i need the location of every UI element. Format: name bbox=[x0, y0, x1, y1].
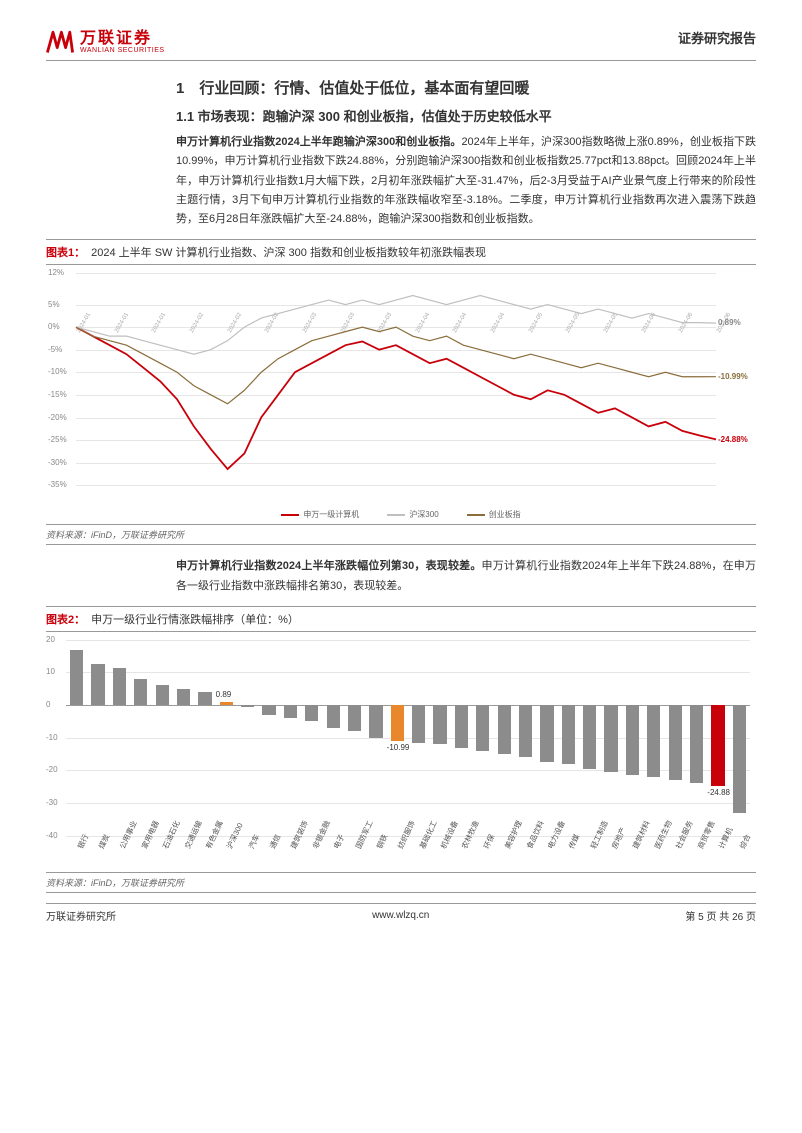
chart2-title: 申万一级行业行情涨跌幅排序（单位：%） bbox=[91, 611, 299, 627]
chart2-bar bbox=[455, 705, 468, 747]
chart2-xtick: 建筑装饰 bbox=[288, 819, 311, 851]
chart2-bar bbox=[433, 705, 446, 744]
chart2-ytick: -20 bbox=[46, 765, 58, 774]
chart2-bar bbox=[70, 650, 83, 706]
para1-body: 2024年上半年，沪深300指数略微上涨0.89%，创业板指下跌10.99%，申… bbox=[176, 136, 756, 225]
chart2-ytick: -30 bbox=[46, 798, 58, 807]
chart2-xtick: 非银金融 bbox=[310, 819, 333, 851]
chart2-bar bbox=[348, 705, 361, 731]
chart2-title-row: 图表2： 申万一级行业行情涨跌幅排序（单位：%） bbox=[46, 606, 756, 632]
chart2-bar bbox=[476, 705, 489, 751]
chart2-bar bbox=[498, 705, 511, 754]
paragraph-1: 申万计算机行业指数2024上半年跑输沪深300和创业板指。2024年上半年，沪深… bbox=[176, 133, 756, 229]
chart1-legend-item: 创业板指 bbox=[467, 509, 521, 520]
chart2-xtick: 农林牧渔 bbox=[459, 819, 482, 851]
chart2-xtick: 轻工制造 bbox=[588, 819, 611, 851]
chart1-source: 资料来源：iFinD，万联证券研究所 bbox=[46, 524, 756, 545]
paragraph-2: 申万计算机行业指数2024上半年涨跌幅位列第30，表现较差。申万计算机行业指数2… bbox=[176, 557, 756, 596]
main-content: 1 行业回顾：行情、估值处于低位，基本面有望回暖 1.1 市场表现：跑输沪深 3… bbox=[46, 77, 756, 229]
footer-org: 万联证券研究所 bbox=[46, 908, 116, 923]
logo: 万联证券 WANLIAN SECURITIES bbox=[46, 28, 165, 56]
page-footer: 万联证券研究所 www.wlzq.cn 第 5 页 共 26 页 bbox=[46, 903, 756, 923]
chart2-xtick: 纺织服饰 bbox=[395, 819, 418, 851]
chart2-xtick: 有色金属 bbox=[203, 819, 226, 851]
chart2-bar bbox=[647, 705, 660, 777]
chart2-bar bbox=[604, 705, 617, 772]
chart2-bar bbox=[626, 705, 639, 775]
chart2-xtick: 医药生物 bbox=[652, 819, 675, 851]
chart2-bar bbox=[177, 689, 190, 705]
chart2-value-label: -24.88 bbox=[707, 788, 730, 797]
chart2-bar bbox=[391, 705, 404, 741]
chart2-bar bbox=[369, 705, 382, 738]
chart2-ytick: -40 bbox=[46, 831, 58, 840]
chart2-xtick: 交通运输 bbox=[182, 819, 205, 851]
chart2-bar bbox=[669, 705, 682, 780]
chart1-legend-item: 沪深300 bbox=[387, 509, 438, 520]
chart2-bar bbox=[198, 692, 211, 705]
heading-1: 1 行业回顾：行情、估值处于低位，基本面有望回暖 bbox=[176, 77, 756, 98]
chart2-bar bbox=[91, 664, 104, 705]
chart2-bar bbox=[134, 679, 147, 705]
chart1-plot: -35%-30%-25%-20%-15%-10%-5%0%5%12%2024-0… bbox=[46, 265, 756, 505]
document-type: 证券研究报告 bbox=[678, 28, 756, 47]
chart2-bar bbox=[220, 702, 233, 705]
chart2-xtick: 国防军工 bbox=[353, 819, 376, 851]
chart2-bar bbox=[711, 705, 724, 786]
chart2-bar bbox=[305, 705, 318, 721]
footer-url: www.wlzq.cn bbox=[372, 910, 429, 921]
chart2-bar bbox=[412, 705, 425, 743]
chart2-ytick: 20 bbox=[46, 635, 55, 644]
chart2-xtick: 房地产 bbox=[609, 825, 628, 850]
chart2-ytick: 0 bbox=[46, 700, 50, 709]
chart2-value-label: -10.99 bbox=[387, 743, 410, 752]
chart2-bar bbox=[562, 705, 575, 764]
logo-text-cn: 万联证券 bbox=[80, 31, 165, 47]
chart2-xtick: 建筑材料 bbox=[630, 819, 653, 851]
chart2-value-label: 0.89 bbox=[216, 690, 232, 699]
chart2-plot: -40-30-20-1001020银行煤炭公用事业家用电器石油石化交通运输有色金… bbox=[46, 632, 756, 872]
chart2-bar bbox=[284, 705, 297, 718]
chart2-bar bbox=[583, 705, 596, 769]
chart2-bar bbox=[113, 668, 126, 706]
footer-page: 第 5 页 共 26 页 bbox=[685, 908, 756, 923]
chart1-legend: 申万一级计算机 沪深300 创业板指 bbox=[46, 505, 756, 524]
heading-2: 1.1 市场表现：跑输沪深 300 和创业板指，估值处于历史较低水平 bbox=[176, 106, 756, 125]
chart2-bar bbox=[241, 705, 254, 707]
chart2-xtick: 社会服务 bbox=[673, 819, 696, 851]
chart2-xtick: 机械设备 bbox=[438, 819, 461, 851]
chart2-bar bbox=[733, 705, 746, 813]
chart2-xtick: 公用事业 bbox=[117, 819, 140, 851]
chart2-xtick: 电力设备 bbox=[545, 819, 568, 851]
chart2-source: 资料来源：iFinD，万联证券研究所 bbox=[46, 872, 756, 893]
chart2-ytick: -10 bbox=[46, 733, 58, 742]
chart2-xtick: 美容护理 bbox=[502, 819, 525, 851]
chart2-xtick: 食品饮料 bbox=[524, 819, 547, 851]
chart2-bar bbox=[519, 705, 532, 757]
chart2-xtick: 家用电器 bbox=[139, 819, 162, 851]
chart2-xtick: 石油石化 bbox=[160, 819, 183, 851]
chart2-bar bbox=[540, 705, 553, 762]
chart1-title-row: 图表1： 2024 上半年 SW 计算机行业指数、沪深 300 指数和创业板指数… bbox=[46, 239, 756, 265]
chart2-xtick: 计算机 bbox=[716, 825, 735, 850]
logo-text-en: WANLIAN SECURITIES bbox=[80, 47, 165, 54]
paragraph-2-wrap: 申万计算机行业指数2024上半年涨跌幅位列第30，表现较差。申万计算机行业指数2… bbox=[46, 557, 756, 596]
logo-mark-icon bbox=[46, 28, 74, 56]
chart1-legend-item: 申万一级计算机 bbox=[281, 509, 359, 520]
chart2-xtick: 基础化工 bbox=[417, 819, 440, 851]
chart2-bar bbox=[156, 685, 169, 705]
chart2-xtick: 商贸零售 bbox=[695, 819, 718, 851]
chart2-bar bbox=[690, 705, 703, 783]
chart2-bar bbox=[327, 705, 340, 728]
chart1-title: 2024 上半年 SW 计算机行业指数、沪深 300 指数和创业板指数较年初涨跌… bbox=[91, 244, 486, 260]
page-header: 万联证券 WANLIAN SECURITIES 证券研究报告 bbox=[46, 28, 756, 61]
chart2-block: 图表2： 申万一级行业行情涨跌幅排序（单位：%） -40 -30 -20 -10 0 10… bbox=[46, 606, 756, 893]
para1-bold: 申万计算机行业指数2024上半年跑输沪深300和创业板指。 bbox=[176, 136, 461, 148]
chart2-ytick: 10 bbox=[46, 667, 55, 676]
chart1-block: 图表1： 2024 上半年 SW 计算机行业指数、沪深 300 指数和创业板指数… bbox=[46, 239, 756, 545]
para2-bold: 申万计算机行业指数2024上半年涨跌幅位列第30，表现较差。 bbox=[176, 560, 482, 572]
chart1-label: 图表1： bbox=[46, 244, 85, 260]
chart2-bar bbox=[262, 705, 275, 715]
chart2-label: 图表2： bbox=[46, 611, 85, 627]
